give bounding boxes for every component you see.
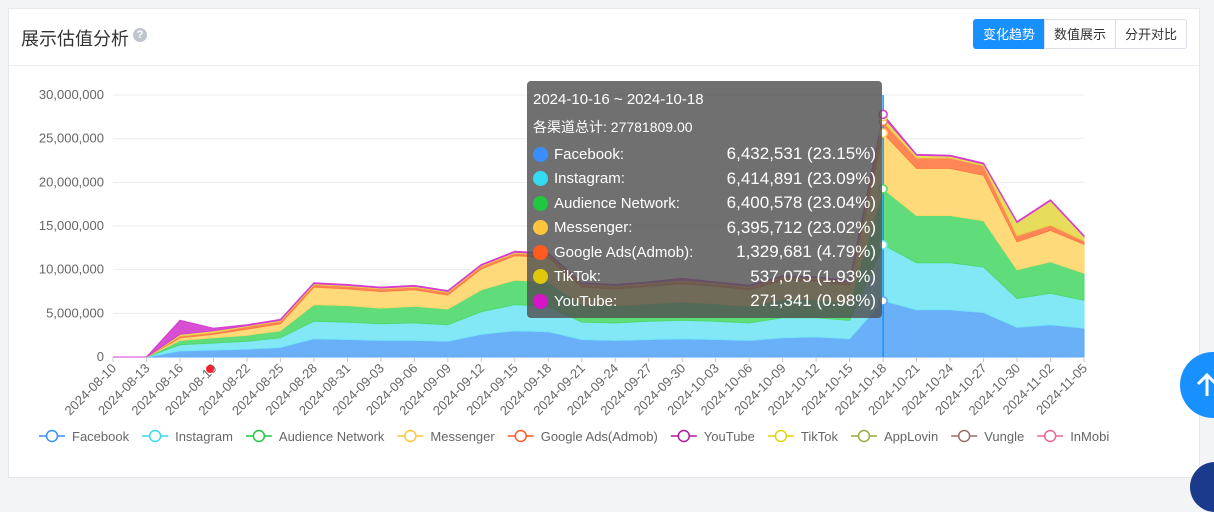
- tooltip-row: TikTok: 537,075 (1.93%): [533, 265, 876, 290]
- event-marker-dot[interactable]: [206, 365, 214, 373]
- tooltip-series-value: 6,395,712 (23.02%): [726, 217, 876, 237]
- page-title: 展示估值分析: [21, 29, 129, 49]
- tooltip-row: YouTube: 271,341 (0.98%): [533, 289, 876, 314]
- tooltip-row: Google Ads(Admob): 1,329,681 (4.79%): [533, 240, 876, 265]
- tooltip-series-name: YouTube:: [554, 292, 618, 310]
- series-dot-icon: [533, 146, 548, 162]
- tooltip-series-value: 1,329,681 (4.79%): [736, 242, 876, 262]
- legend-marker-icon[interactable]: [774, 429, 788, 443]
- chart-tooltip: 2024-10-16 ~ 2024-10-18 各渠道总计: 27781809.…: [527, 81, 882, 318]
- tooltip-series-value: 6,400,578 (23.04%): [726, 193, 876, 213]
- legend-label[interactable]: Facebook: [72, 429, 130, 444]
- legend-label[interactable]: Instagram: [175, 429, 233, 444]
- question-circle-icon[interactable]: ?: [133, 28, 147, 42]
- legend-marker-icon[interactable]: [1043, 429, 1057, 443]
- tooltip-series-name: TikTok:: [554, 268, 601, 286]
- tooltip-series-name: Messenger:: [554, 219, 633, 237]
- legend-label[interactable]: YouTube: [704, 429, 755, 444]
- y-tick-label: 0: [97, 349, 104, 364]
- legend-marker-icon[interactable]: [45, 429, 59, 443]
- legend-marker-icon[interactable]: [148, 429, 162, 443]
- trend-view-button[interactable]: 变化趋势: [972, 19, 1045, 49]
- legend-label[interactable]: Audience Network: [279, 429, 385, 444]
- tooltip-row: Facebook: 6,432,531 (23.15%): [533, 142, 876, 167]
- series-dot-icon: [533, 244, 548, 260]
- tooltip-series-name: Audience Network:: [554, 194, 680, 212]
- tooltip-total: 各渠道总计: 27781809.00: [533, 119, 693, 135]
- value-view-button[interactable]: 数值展示: [1043, 19, 1116, 49]
- compare-view-button[interactable]: 分开对比: [1114, 19, 1187, 49]
- y-tick-label: 10,000,000: [39, 262, 104, 277]
- series-dot-icon: [533, 171, 548, 187]
- series-dot-icon: [533, 293, 548, 309]
- y-tick-label: 20,000,000: [39, 174, 104, 189]
- legend-label[interactable]: Google Ads(Admob): [541, 429, 658, 444]
- legend-marker-icon[interactable]: [514, 429, 527, 443]
- tooltip-date-range: 2024-10-16 ~ 2024-10-18: [533, 91, 704, 108]
- y-tick-label: 5,000,000: [46, 305, 104, 320]
- tooltip-series-name: Facebook:: [554, 145, 625, 163]
- legend-marker-icon[interactable]: [857, 429, 871, 443]
- tooltip-row: Instagram: 6,414,891 (23.09%): [533, 167, 876, 192]
- y-tick-label: 30,000,000: [39, 87, 104, 102]
- tooltip-series-name: Instagram:: [554, 170, 625, 188]
- series-area: [113, 113, 1085, 358]
- tooltip-series-value: 271,341 (0.98%): [750, 291, 876, 311]
- card-header: 展示估值分析 ? 变化趋势 数值展示 分开对比: [9, 9, 1199, 66]
- legend-marker-icon[interactable]: [252, 429, 266, 443]
- tooltip-series-value: 6,432,531 (23.15%): [726, 144, 876, 164]
- legend-label[interactable]: Vungle: [984, 429, 1024, 444]
- legend-marker-icon[interactable]: [404, 429, 417, 443]
- view-toggle-group: 变化趋势 数值展示 分开对比: [972, 19, 1187, 49]
- legend-label[interactable]: InMobi: [1070, 429, 1109, 444]
- legend-label[interactable]: AppLovin: [884, 429, 938, 444]
- arrow-up-icon: [1196, 372, 1214, 396]
- legend-marker-icon[interactable]: [957, 429, 971, 443]
- legend-marker-icon[interactable]: [677, 429, 691, 443]
- legend-label[interactable]: Messenger: [430, 429, 495, 444]
- y-tick-label: 25,000,000: [39, 131, 104, 146]
- tooltip-series-name: Google Ads(Admob):: [554, 243, 694, 261]
- tooltip-series-value: 6,414,891 (23.09%): [726, 168, 876, 188]
- legend-label[interactable]: TikTok: [801, 429, 839, 444]
- series-dot-icon: [533, 220, 548, 236]
- y-tick-label: 15,000,000: [39, 218, 104, 233]
- series-dot-icon: [533, 195, 548, 211]
- tooltip-series-value: 537,075 (1.93%): [750, 266, 876, 286]
- series-dot-icon: [533, 269, 548, 285]
- tooltip-row: Audience Network: 6,400,578 (23.04%): [533, 191, 876, 216]
- tooltip-row: Messenger: 6,395,712 (23.02%): [533, 216, 876, 241]
